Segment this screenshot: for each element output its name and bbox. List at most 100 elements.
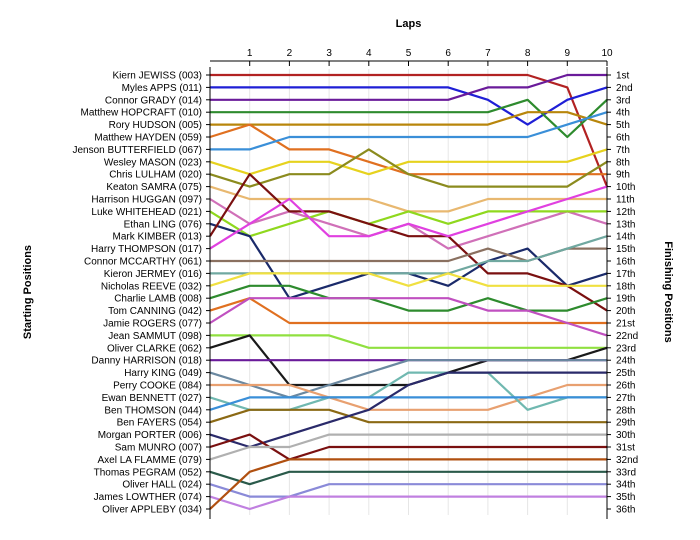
series-line — [209, 297, 607, 325]
finish-position-label: 30th — [616, 430, 635, 441]
finish-position-label: 34th — [616, 480, 635, 491]
start-position-label: Matthew HOPCRAFT (010) — [80, 108, 202, 119]
start-position-label: Harry THOMPSON (017) — [91, 244, 202, 255]
finish-position-label: 1st — [616, 71, 630, 82]
start-position-label: Matthew HAYDEN (059) — [94, 133, 202, 144]
series-line — [209, 359, 607, 399]
series-layer — [209, 73, 609, 511]
finish-position-label: 20th — [616, 306, 635, 317]
x-tick-label: 5 — [406, 48, 412, 59]
series-line — [209, 148, 608, 176]
start-position-label: Jenson BUTTERFIELD (067) — [73, 145, 203, 156]
finish-position-label: 10th — [616, 182, 635, 193]
series-line — [209, 483, 607, 498]
finish-position-label: 15th — [616, 244, 635, 255]
x-tick-label: 4 — [366, 48, 372, 59]
start-position-label: Wesley MASON (023) — [104, 157, 202, 168]
start-position-label: Luke WHITEHEAD (021) — [91, 207, 202, 218]
series-line — [210, 334, 607, 349]
start-position-label: Mark KIMBER (013) — [113, 232, 202, 243]
finish-position-label: 26th — [616, 381, 635, 392]
x-tick-label: 3 — [326, 48, 332, 59]
finish-position-label: 5th — [616, 120, 630, 131]
series-line — [209, 408, 607, 424]
finish-position-label: 2nd — [616, 83, 633, 94]
finish-position-label: 21st — [616, 319, 635, 330]
series-line — [209, 396, 607, 411]
finish-position-label: 17th — [616, 269, 635, 280]
start-position-label: Kieron JERMEY (016) — [104, 269, 202, 280]
finish-position-label: 28th — [616, 405, 635, 416]
series-line — [209, 433, 607, 461]
start-position-label: Connor MCCARTHY (061) — [84, 257, 202, 268]
finish-position-label: 32nd — [616, 455, 638, 466]
start-position-label: Sam MUNRO (007) — [115, 443, 202, 454]
start-position-label: Oliver CLARKE (062) — [107, 343, 202, 354]
series-line — [209, 470, 607, 486]
x-tick-label: 1 — [247, 48, 253, 59]
starting-positions-label: Starting Positions — [22, 245, 34, 339]
start-position-label: Rory HUDSON (005) — [109, 120, 202, 131]
finish-position-label: 13th — [616, 219, 635, 230]
series-line — [210, 73, 607, 101]
finish-position-label: 6th — [616, 133, 630, 144]
finish-position-label: 25th — [616, 368, 635, 379]
start-position-label: Oliver HALL (024) — [122, 480, 202, 491]
finish-position-label: 24th — [616, 356, 635, 367]
series-line — [210, 86, 608, 126]
finish-position-label: 18th — [616, 281, 635, 292]
series-line — [209, 433, 607, 461]
chart-title: Laps — [396, 18, 422, 30]
start-position-label: Keaton SAMRA (075) — [106, 182, 202, 193]
start-position-label: Danny HARRISON (018) — [91, 356, 202, 367]
series-line — [210, 111, 608, 126]
grid — [249, 69, 568, 515]
finish-position-label: 33rd — [616, 467, 636, 478]
finish-position-label: 35th — [616, 492, 635, 503]
start-position-label: James LOWTHER (074) — [94, 492, 202, 503]
start-position-label: Morgan PORTER (006) — [98, 430, 202, 441]
finish-position-label: 7th — [616, 145, 630, 156]
finish-position-label: 8th — [616, 157, 630, 168]
finish-position-label: 36th — [616, 505, 635, 516]
start-position-label: Ben THOMSON (044) — [104, 405, 202, 416]
start-position-label: Nicholas REEVE (032) — [101, 281, 202, 292]
finish-position-label: 4th — [616, 108, 630, 119]
series-line — [209, 458, 607, 510]
start-position-label: Chris LULHAM (020) — [109, 170, 202, 181]
x-tick-label: 9 — [565, 48, 571, 59]
series-line — [209, 148, 608, 188]
finish-position-label: 27th — [616, 393, 635, 404]
start-position-label: Charlie LAMB (008) — [114, 294, 202, 305]
series-line — [210, 111, 608, 151]
finish-position-label: 11th — [616, 195, 635, 206]
start-position-label: Perry COOKE (084) — [113, 381, 202, 392]
series-line — [210, 73, 609, 188]
series-line — [209, 495, 607, 511]
start-position-label: Ewan BENNETT (027) — [102, 393, 202, 404]
finish-position-label: 16th — [616, 257, 635, 268]
finishing-positions-label: Finishing Positions — [662, 241, 674, 342]
x-tick-label: 6 — [445, 48, 451, 59]
x-tick-label: 8 — [525, 48, 531, 59]
start-position-label: Harrison HUGGAN (097) — [91, 195, 202, 206]
series-line — [209, 284, 608, 312]
start-position-label: Jean SAMMUT (098) — [108, 331, 202, 342]
x-tick-label: 7 — [485, 48, 491, 59]
finish-position-label: 23rd — [616, 343, 636, 354]
series-line — [209, 371, 607, 449]
series-line — [209, 272, 607, 287]
finish-position-label: 3rd — [616, 95, 630, 106]
start-position-label: Oliver APPLEBY (034) — [102, 505, 202, 516]
finish-position-label: 29th — [616, 418, 635, 429]
series-line — [209, 185, 608, 250]
start-position-label: Axel LA FLAMME (079) — [98, 455, 202, 466]
start-position-label: Ethan LING (076) — [124, 219, 202, 230]
start-position-label: Connor GRADY (014) — [105, 95, 202, 106]
series-line — [209, 297, 608, 337]
start-position-label: Harry KING (049) — [124, 368, 202, 379]
series-line — [210, 383, 607, 411]
start-position-label: Tom CANNING (042) — [108, 306, 202, 317]
finish-position-label: 22nd — [616, 331, 638, 342]
